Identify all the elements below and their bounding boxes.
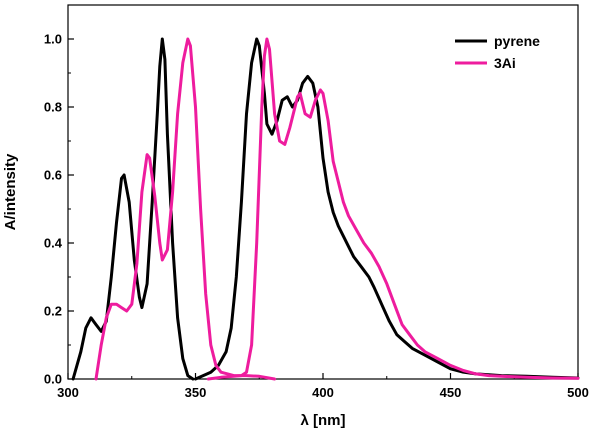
x-axis-title: λ [nm]: [301, 412, 346, 429]
legend-label: 3Ai: [494, 55, 516, 71]
series-line-pyrene-1: [71, 37, 195, 381]
x-tick-label: 500: [567, 385, 589, 400]
axis-tick-labels: 300 350 400 450 500 0.0 0.2 0.4 0.6 0.8 1.0: [44, 32, 589, 401]
x-tick-label: 450: [440, 385, 462, 400]
y-axis-title: A/intensity: [2, 153, 19, 230]
y-tick-label: 0.0: [44, 372, 62, 387]
x-tick-label: 300: [57, 385, 79, 400]
x-tick-label: 350: [185, 385, 207, 400]
y-tick-label: 0.8: [44, 100, 62, 115]
legend-label: pyrene: [494, 33, 540, 49]
y-tick-label: 0.4: [44, 236, 63, 251]
x-tick-label: 400: [312, 385, 334, 400]
series-line-3ai-2: [206, 37, 580, 381]
series-line-pyrene-2: [194, 37, 580, 381]
series-line-3ai-1: [94, 37, 277, 381]
y-tick-label: 1.0: [44, 32, 62, 47]
y-tick-label: 0.2: [44, 304, 62, 319]
legend: pyrene 3Ai: [455, 33, 540, 71]
y-tick-label: 0.6: [44, 168, 62, 183]
series-layer: [71, 37, 580, 381]
